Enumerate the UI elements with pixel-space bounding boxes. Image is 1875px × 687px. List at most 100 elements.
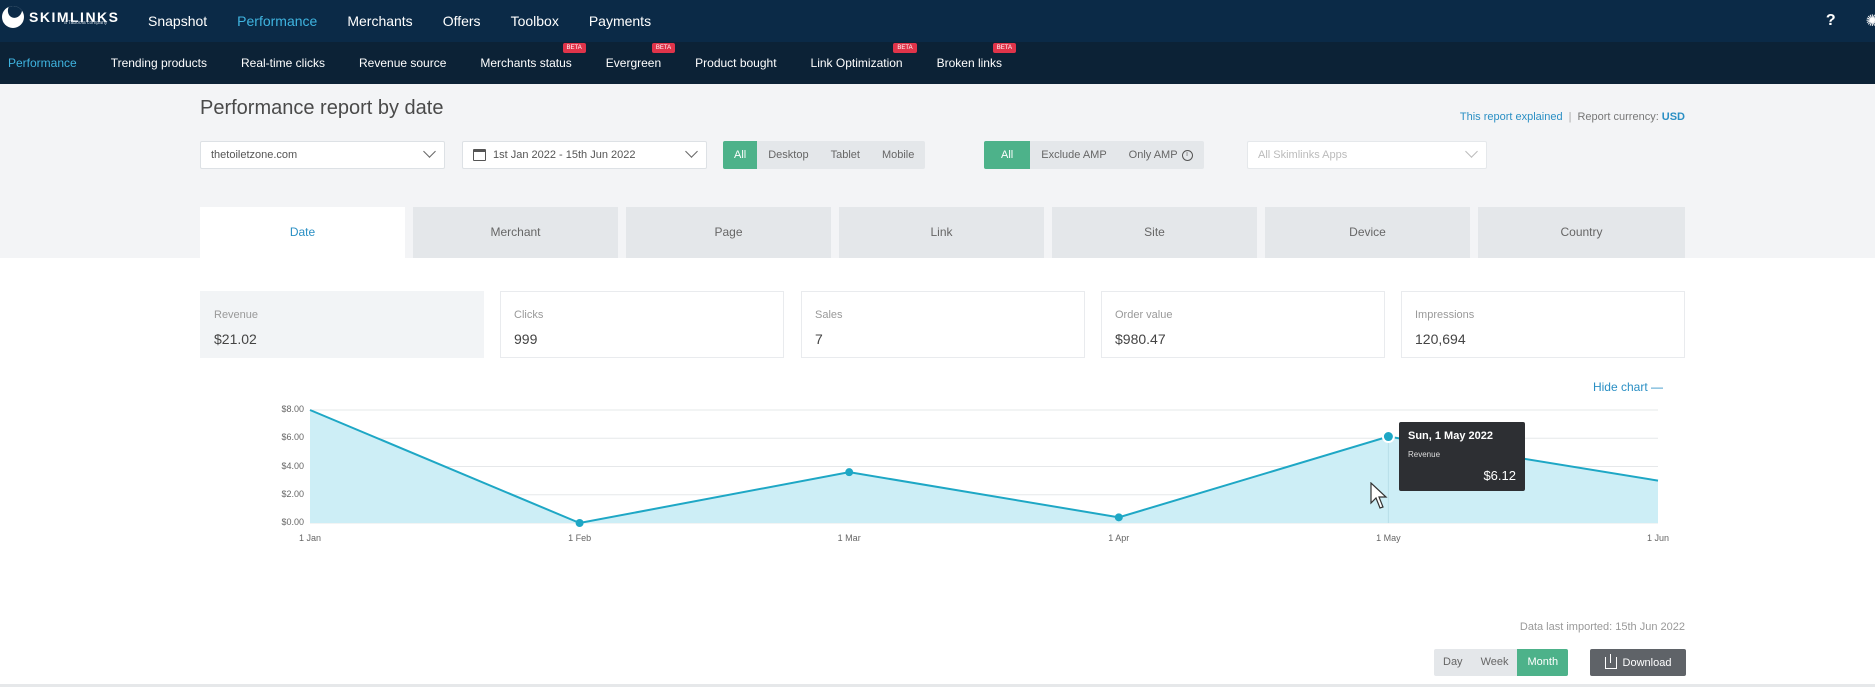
device-tablet[interactable]: Tablet [830,149,860,161]
amp-all[interactable]: All [984,141,1031,169]
chart-tooltip: Sun, 1 May 2022 Revenue $6.12 [1399,422,1525,491]
metric-card-clicks[interactable]: Clicks 999 [500,291,784,358]
data-point[interactable] [845,468,854,477]
topnav-offers[interactable]: Offers [442,13,481,29]
metric-value: $21.02 [214,331,257,347]
top-nav: Snapshot Performance Merchants Offers To… [148,0,681,42]
topnav-toolbox[interactable]: Toolbox [510,13,559,29]
logo-mark-icon [2,6,24,28]
highlighted-data-point[interactable] [1381,430,1395,444]
topnav-merchants[interactable]: Merchants [347,13,413,29]
subnav-merchants-status[interactable]: Merchants status BETA [480,42,586,84]
site-value: thetoiletzone.com [211,149,298,161]
topnav-snapshot[interactable]: Snapshot [148,13,208,29]
metric-card-order-value[interactable]: Order value $980.47 [1101,291,1385,358]
divider: | [1568,111,1572,123]
tooltip-value: $6.12 [1483,468,1516,483]
tab-merchant[interactable]: Merchant [413,207,618,258]
bottom-edge [0,684,1875,687]
beta-badge: BETA [893,43,917,53]
tab-page[interactable]: Page [626,207,831,258]
skimlinks-logo[interactable]: SKIMLINKS [2,6,120,28]
download-icon [1604,653,1617,669]
tooltip-series: Revenue [1408,450,1441,459]
x-tick-label: 1 Mar [837,533,861,543]
metric-label: Sales [815,309,843,321]
brand-subtitle: a Taboola company [64,20,108,26]
metric-label: Order value [1115,309,1173,321]
apps-value: All Skimlinks Apps [1258,149,1348,161]
device-all[interactable]: All [723,141,758,169]
amp-selector: All Exclude AMP Only AMP i [984,141,1204,169]
metric-label: Impressions [1415,309,1475,321]
beta-badge: BETA [651,43,676,53]
y-tick-label: $4.00 [281,460,304,471]
data-point[interactable] [575,519,584,527]
metric-value: 120,694 [1415,331,1466,347]
period-week[interactable]: Week [1480,656,1509,668]
topnav-performance[interactable]: Performance [237,13,318,29]
x-tick-label: 1 Feb [568,533,592,543]
amp-only[interactable]: Only AMP i [1118,141,1204,169]
currency-value[interactable]: USD [1661,111,1685,123]
device-mobile[interactable]: Mobile [881,149,915,161]
data-point[interactable] [1114,513,1123,522]
subnav-performance[interactable]: Performance [8,56,77,70]
download-label: Download [1622,656,1672,669]
beta-badge: BETA [562,43,586,53]
subnav-link-optimization[interactable]: Link Optimization BETA [811,42,917,84]
date-range-dropdown[interactable]: 1st Jan 2022 - 15th Jun 2022 [462,141,707,169]
subnav-real-time-clicks[interactable]: Real-time clicks [240,56,325,70]
site-dropdown[interactable]: thetoiletzone.com [200,141,445,169]
subnav-product-bought[interactable]: Product bought [695,56,777,70]
tab-site[interactable]: Site [1052,207,1257,258]
device-selector: All Desktop Tablet Mobile [723,141,926,169]
metric-label: Revenue [214,309,259,321]
y-tick-label: $0.00 [281,517,304,527]
period-month[interactable]: Month [1517,649,1569,676]
gear-icon[interactable]: ✺ [1865,13,1875,30]
tab-country[interactable]: Country [1478,207,1685,258]
amp-exclude[interactable]: Exclude AMP [1041,149,1107,161]
x-tick-label: 1 May [1376,533,1401,543]
chevron-down-icon [423,145,436,158]
tab-link[interactable]: Link [839,207,1044,258]
metric-value: $980.47 [1115,331,1166,347]
report-content: Revenue $21.02 Clicks 999 Sales 7 Order … [0,258,1875,687]
metric-label: Clicks [514,309,544,321]
metric-card-revenue[interactable]: Revenue $21.02 [200,291,484,358]
hide-chart-link[interactable]: Hide chart — [1592,380,1663,394]
tab-date[interactable]: Date [200,207,405,258]
metric-card-impressions[interactable]: Impressions 120,694 [1401,291,1685,358]
subnav-trending-products[interactable]: Trending products [110,56,207,70]
x-tick-label: 1 Jan [298,533,322,543]
period-day[interactable]: Day [1443,656,1463,668]
period-selector: Day Week Month [1434,649,1569,676]
tooltip-date: Sun, 1 May 2022 [1408,430,1493,442]
page-title: Performance report by date [200,97,444,119]
metric-card-sales[interactable]: Sales 7 [801,291,1085,358]
y-tick-label: $6.00 [281,432,304,443]
subnav-revenue-source[interactable]: Revenue source [359,56,447,70]
subnav-broken-links[interactable]: Broken links BETA [937,42,1016,84]
apps-dropdown[interactable]: All Skimlinks Apps [1247,141,1487,169]
download-button[interactable]: Download [1590,649,1686,676]
mouse-cursor-icon [1370,482,1388,509]
device-desktop[interactable]: Desktop [768,149,809,161]
series-area [310,410,1658,523]
subnav-evergreen[interactable]: Evergreen BETA [606,42,676,84]
x-tick-label: 1 Apr [1108,533,1130,543]
help-icon[interactable]: ? [1825,12,1836,29]
sub-nav: Performance Trending products Real-time … [8,42,1036,84]
top-navbar: SKIMLINKS a Taboola company Snapshot Per… [0,0,1875,42]
chevron-down-icon [1465,145,1478,158]
x-tick-label: 1 Jun [1646,533,1670,543]
beta-badge: BETA [992,43,1016,53]
tab-device[interactable]: Device [1265,207,1470,258]
calendar-icon [473,149,486,161]
info-icon[interactable]: i [1181,149,1193,161]
topnav-payments[interactable]: Payments [588,13,652,29]
report-explained-link[interactable]: This report explained [1459,111,1563,123]
sub-navbar: Performance Trending products Real-time … [0,42,1875,84]
y-tick-label: $8.00 [281,404,304,414]
